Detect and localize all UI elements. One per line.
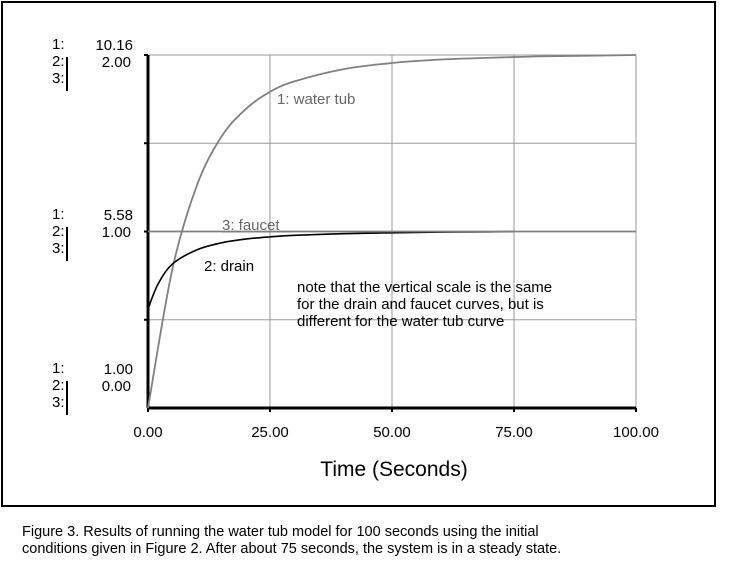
- x-tick-label: 50.00: [373, 424, 411, 441]
- y-scale-series-key: 2:: [52, 223, 65, 240]
- x-axis-title: Time (Seconds): [320, 458, 467, 481]
- annotation-text: different for the water tub curve: [297, 313, 504, 330]
- y-scale-top-value: 5.58: [104, 207, 133, 224]
- y-scale-top-value: 10.16: [95, 37, 133, 54]
- y-scale-second-value: 1.00: [102, 224, 131, 241]
- figure-caption: Figure 3. Results of running the water t…: [22, 524, 722, 558]
- y-scale-series-key: 2:: [52, 377, 65, 394]
- x-tick-label: 0.00: [133, 424, 162, 441]
- annotation-text: for the drain and faucet curves, but is: [297, 296, 544, 313]
- figure-frame: [1, 1, 716, 507]
- annotation-text: note that the vertical scale is the same: [297, 279, 552, 296]
- caption-line: Figure 3. Results of running the water t…: [22, 524, 539, 540]
- x-tick-label: 100.00: [613, 424, 659, 441]
- x-tick-label: 25.00: [251, 424, 289, 441]
- y-scale-top-value: 1.00: [104, 361, 133, 378]
- series-label: 3: faucet: [222, 217, 280, 234]
- series-label: 1: water tub: [277, 91, 355, 108]
- y-scale-series-key: 1:: [52, 360, 65, 377]
- x-tick-label: 75.00: [495, 424, 533, 441]
- y-scale-series-key: 3:: [52, 70, 65, 87]
- series-label: 2: drain: [204, 258, 254, 275]
- y-scale-series-key: 1:: [52, 206, 65, 223]
- y-scale-second-value: 2.00: [102, 54, 131, 71]
- series-line: [147, 54, 637, 409]
- y-scale-series-key: 3:: [52, 394, 65, 411]
- caption-line: conditions given in Figure 2. After abou…: [22, 541, 562, 557]
- y-scale-series-key: 3:: [52, 240, 65, 257]
- y-scale-series-key: 1:: [52, 36, 65, 53]
- y-scale-second-value: 0.00: [102, 378, 131, 395]
- y-scale-series-key: 2:: [52, 53, 65, 70]
